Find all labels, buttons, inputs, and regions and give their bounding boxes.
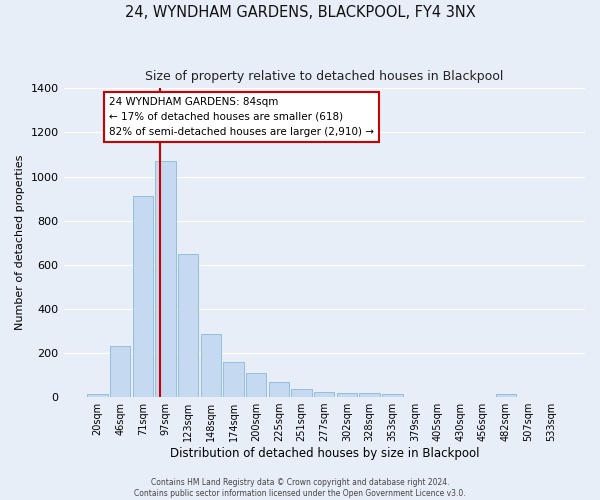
Bar bbox=[178, 254, 199, 397]
Bar bbox=[246, 374, 266, 397]
X-axis label: Distribution of detached houses by size in Blackpool: Distribution of detached houses by size … bbox=[170, 447, 479, 460]
Text: 24 WYNDHAM GARDENS: 84sqm
← 17% of detached houses are smaller (618)
82% of semi: 24 WYNDHAM GARDENS: 84sqm ← 17% of detac… bbox=[109, 97, 374, 137]
Bar bbox=[496, 394, 516, 397]
Bar bbox=[155, 161, 176, 397]
Text: Contains HM Land Registry data © Crown copyright and database right 2024.
Contai: Contains HM Land Registry data © Crown c… bbox=[134, 478, 466, 498]
Bar bbox=[133, 196, 153, 397]
Y-axis label: Number of detached properties: Number of detached properties bbox=[15, 155, 25, 330]
Bar bbox=[87, 394, 107, 397]
Bar bbox=[314, 392, 334, 397]
Bar bbox=[292, 390, 312, 397]
Bar bbox=[223, 362, 244, 397]
Bar bbox=[269, 382, 289, 397]
Bar bbox=[337, 392, 357, 397]
Bar bbox=[382, 394, 403, 397]
Title: Size of property relative to detached houses in Blackpool: Size of property relative to detached ho… bbox=[145, 70, 503, 83]
Bar bbox=[359, 393, 380, 397]
Bar bbox=[200, 334, 221, 397]
Text: 24, WYNDHAM GARDENS, BLACKPOOL, FY4 3NX: 24, WYNDHAM GARDENS, BLACKPOOL, FY4 3NX bbox=[125, 5, 475, 20]
Bar bbox=[110, 346, 130, 397]
